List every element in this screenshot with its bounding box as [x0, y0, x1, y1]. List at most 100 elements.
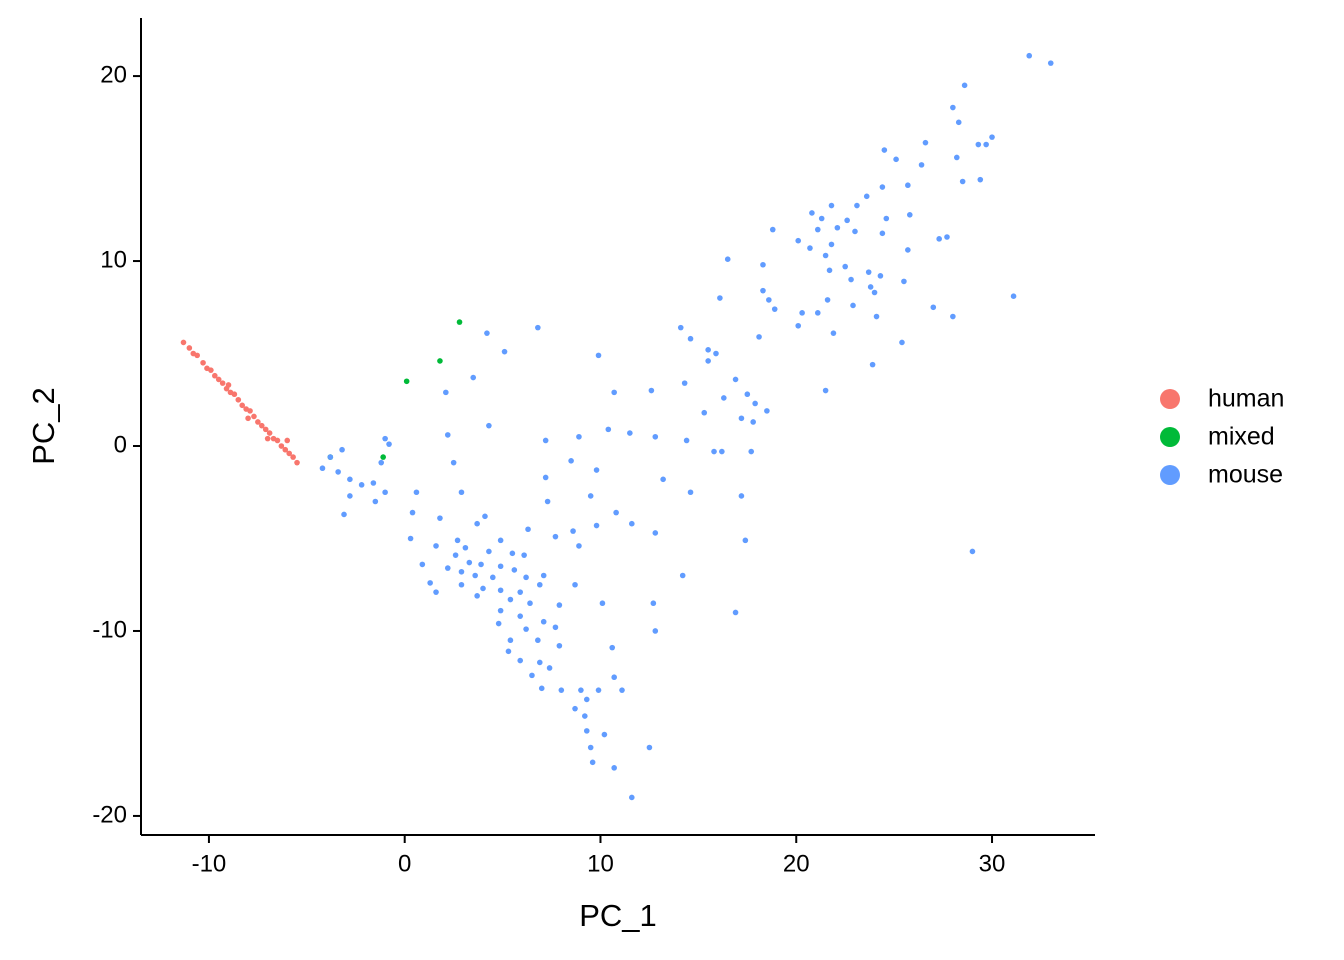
point [517, 589, 524, 595]
point [219, 380, 226, 386]
point [572, 705, 578, 712]
point [906, 212, 913, 218]
point [212, 372, 218, 379]
point [807, 245, 813, 251]
point [627, 430, 633, 436]
point [286, 450, 292, 457]
y-tick-label: 20 [100, 61, 127, 88]
point [327, 454, 334, 460]
point [556, 602, 563, 608]
point [732, 376, 739, 383]
point [186, 345, 193, 351]
point [264, 435, 271, 442]
point [848, 276, 854, 283]
point [444, 432, 451, 438]
point [568, 458, 574, 464]
point [834, 224, 841, 231]
y-axis-title: PC_2 [26, 387, 61, 465]
point [525, 526, 531, 533]
point [208, 367, 214, 373]
point [535, 324, 541, 331]
point [480, 585, 486, 592]
point [507, 596, 514, 603]
point [540, 618, 547, 625]
point [380, 454, 386, 460]
point [542, 474, 549, 481]
x-tick-label: 0 [398, 850, 411, 877]
point [769, 226, 776, 233]
point [611, 389, 617, 396]
point [629, 794, 635, 801]
x-tick-label: 20 [783, 850, 810, 877]
point [572, 581, 578, 588]
point [511, 567, 518, 573]
point [278, 443, 285, 449]
point [756, 334, 762, 340]
point [258, 422, 265, 429]
point [842, 263, 848, 270]
point [454, 537, 461, 544]
point [613, 509, 619, 516]
point [358, 482, 365, 488]
point [893, 156, 899, 163]
point [905, 182, 911, 189]
point [386, 441, 392, 447]
point [871, 289, 878, 296]
point [611, 765, 617, 771]
point [239, 402, 246, 409]
point [629, 520, 635, 527]
point [901, 278, 907, 285]
point [245, 415, 251, 422]
point [1047, 60, 1054, 66]
point [818, 215, 825, 222]
point [437, 515, 443, 521]
point [284, 437, 291, 444]
point [536, 581, 543, 588]
point [950, 104, 956, 111]
point [409, 509, 416, 516]
point [294, 459, 300, 466]
point [599, 600, 606, 607]
point [578, 687, 584, 693]
point [450, 459, 457, 466]
point [482, 513, 488, 520]
point [215, 376, 222, 383]
point [419, 561, 426, 568]
point [824, 297, 831, 303]
point [879, 230, 886, 237]
point [799, 310, 805, 316]
point [867, 284, 874, 290]
point [319, 465, 326, 472]
point [458, 581, 465, 588]
x-tick-label: 10 [587, 850, 614, 877]
point [266, 430, 273, 436]
point [744, 391, 751, 398]
point [983, 141, 989, 148]
point [687, 489, 694, 496]
point [527, 600, 533, 607]
point [681, 380, 688, 386]
point [558, 687, 565, 693]
point [771, 306, 778, 312]
point [403, 378, 410, 385]
point [538, 685, 545, 692]
point [466, 559, 473, 566]
point [679, 572, 686, 579]
point [413, 489, 420, 496]
point [536, 659, 543, 666]
point [225, 382, 232, 388]
point [764, 408, 770, 414]
point [517, 613, 524, 619]
point [721, 395, 727, 401]
point [552, 624, 559, 631]
point [705, 358, 711, 364]
point [478, 561, 484, 568]
point [497, 607, 504, 614]
point [677, 324, 684, 331]
point [648, 387, 655, 394]
point [732, 609, 739, 616]
point [930, 304, 937, 311]
point [542, 437, 549, 444]
point [873, 313, 880, 320]
